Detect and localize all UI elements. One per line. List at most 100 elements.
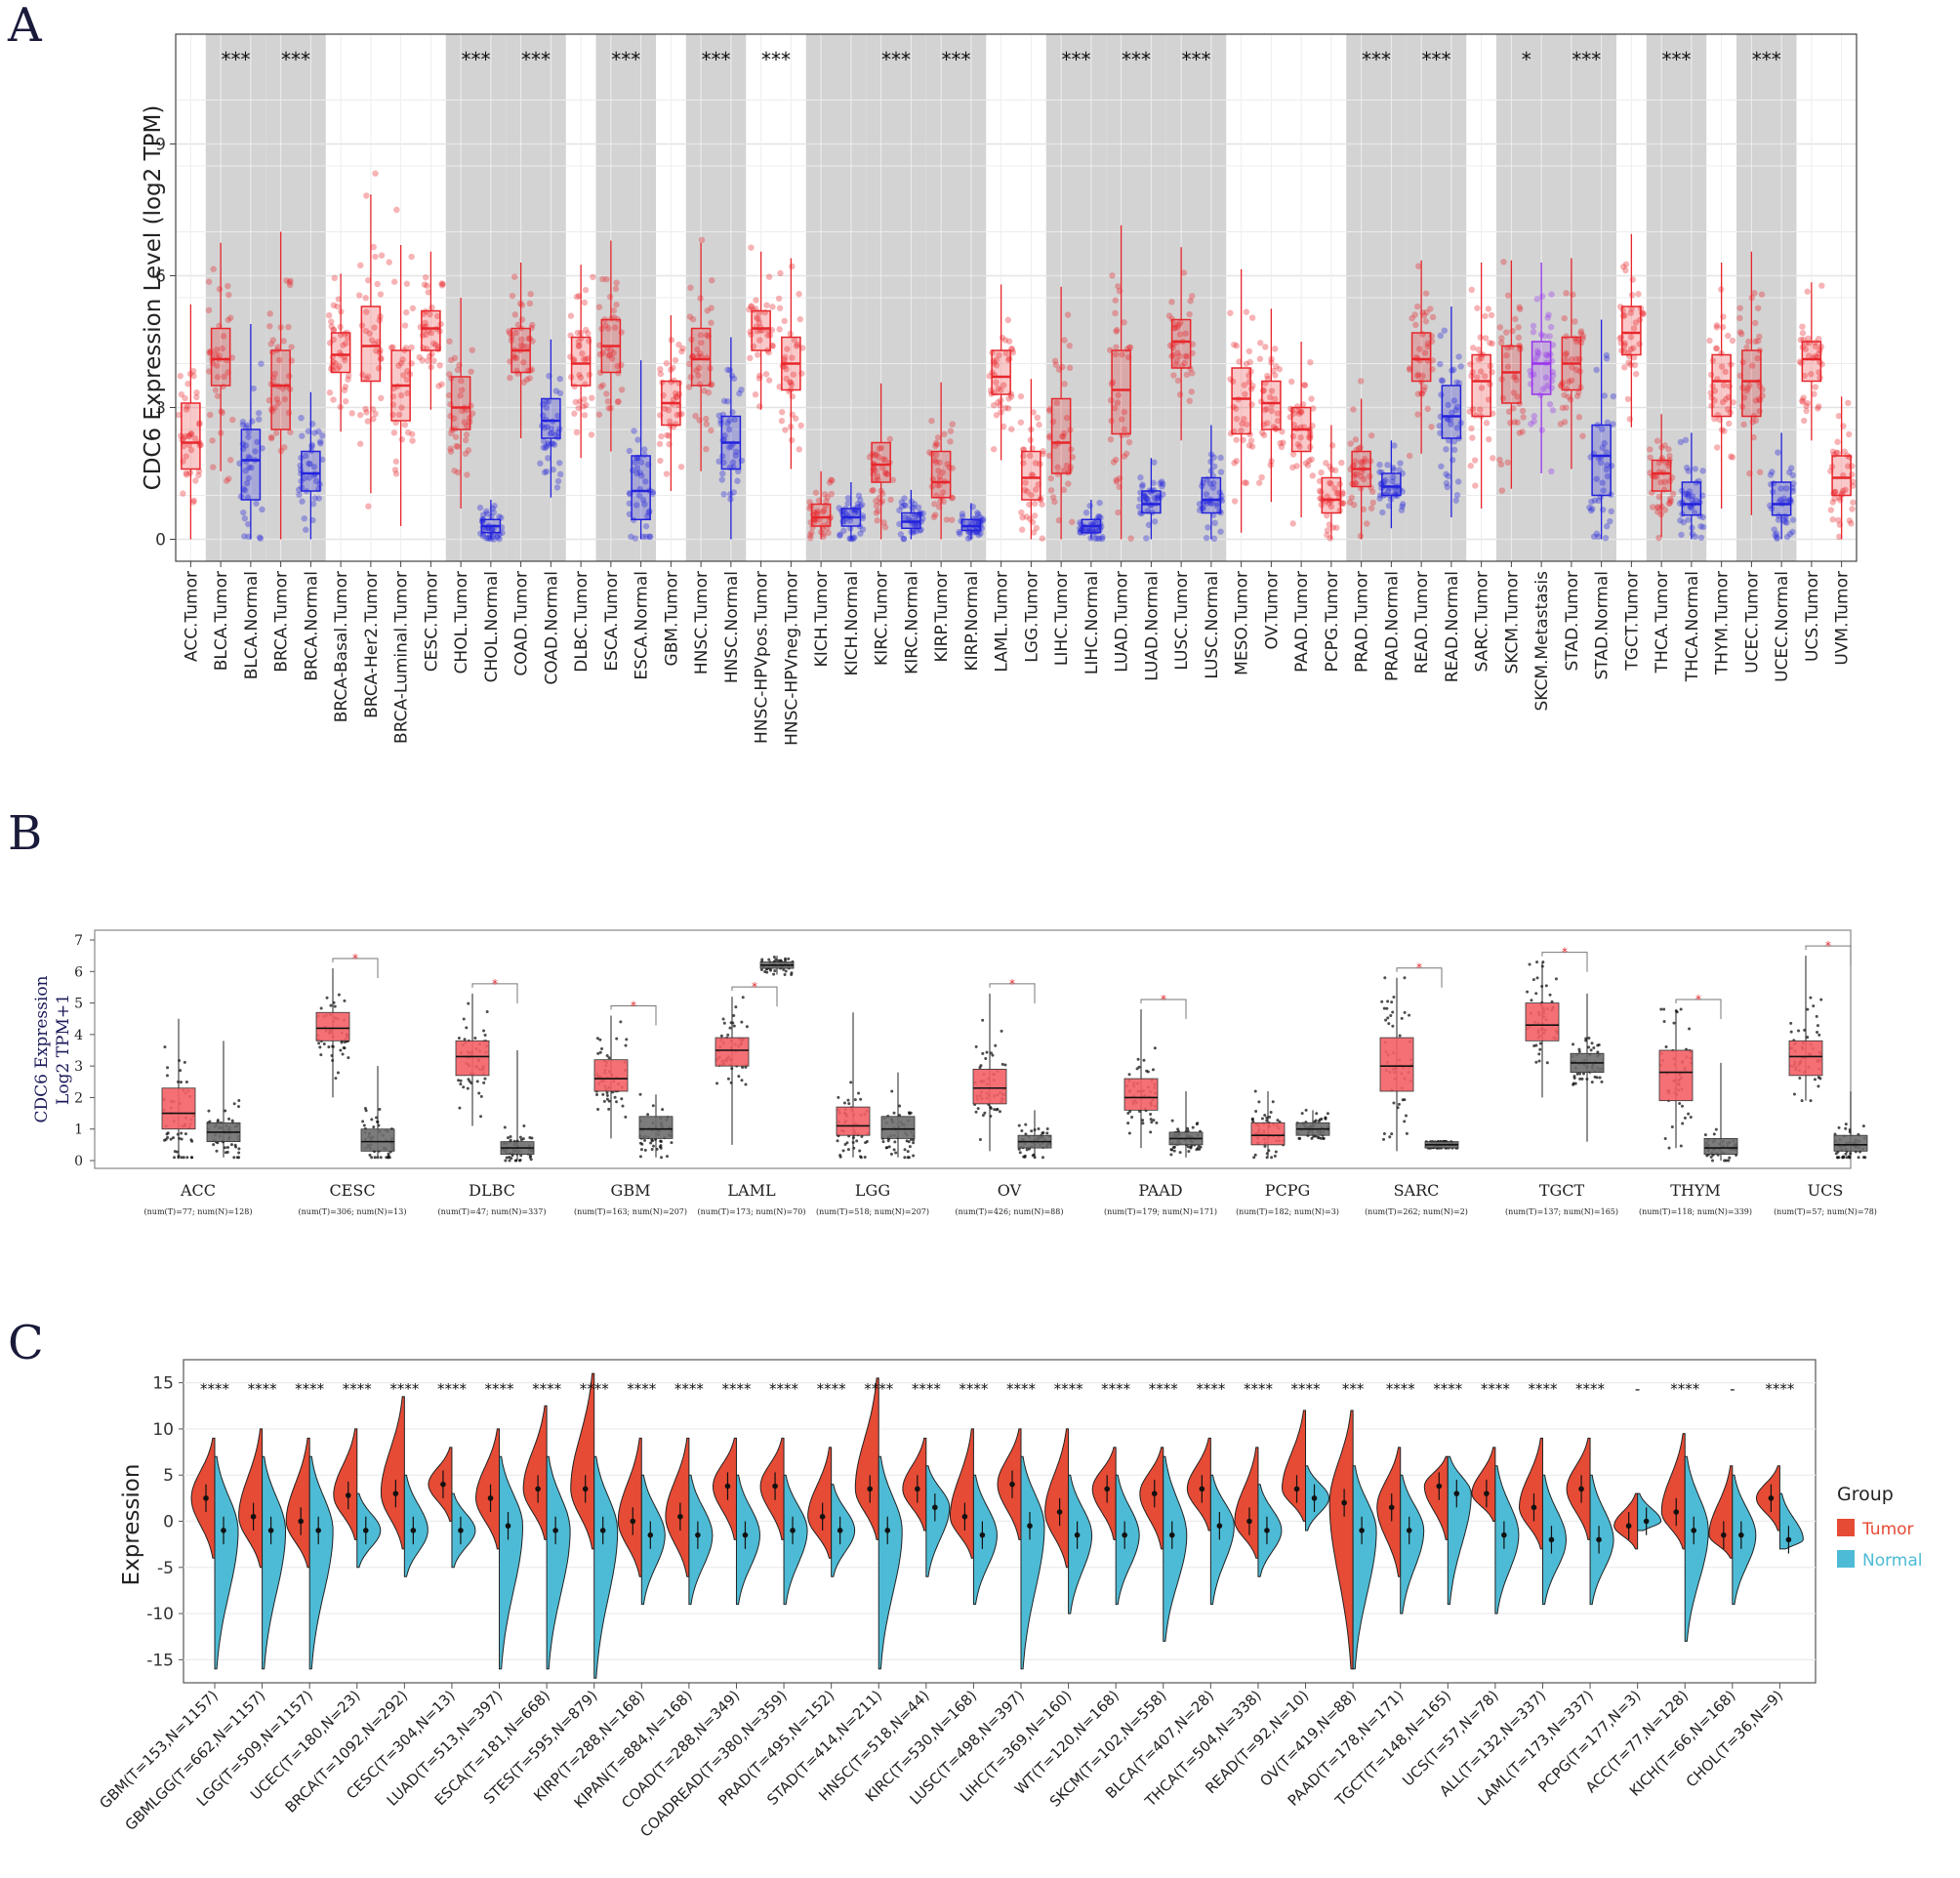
data-point [1183, 371, 1190, 379]
data-point [244, 422, 251, 429]
data-point [597, 384, 604, 390]
data-point [195, 471, 202, 479]
significance-label: *** [1122, 48, 1151, 71]
data-point [298, 414, 305, 422]
data-point [214, 374, 222, 381]
data-point [328, 323, 335, 330]
box [751, 309, 771, 351]
data-point [959, 510, 966, 517]
data-point [1789, 1030, 1793, 1034]
data-point [1818, 282, 1825, 289]
data-point [1324, 527, 1331, 534]
data-point [276, 356, 283, 364]
data-point [454, 443, 462, 450]
data-point [728, 372, 736, 380]
data-point [1248, 443, 1256, 450]
data-point [1545, 1061, 1549, 1065]
legend-title: Group [1837, 1484, 1894, 1505]
data-point [337, 993, 341, 997]
x-category-label: OV [998, 1181, 1022, 1200]
data-point [303, 452, 309, 460]
data-point [1141, 1122, 1145, 1125]
data-point [1520, 414, 1527, 421]
data-point [545, 439, 551, 446]
data-point [447, 445, 454, 452]
data-point [677, 464, 685, 470]
data-point [462, 436, 470, 444]
significance-star: * [752, 980, 757, 994]
chart-b: 0 1 2 3 4 5 6 7 CDC6 Expression Log2 TPM+1 ACC (num… [32, 929, 1877, 1216]
data-point [334, 365, 341, 373]
mean-point [1596, 1536, 1602, 1543]
significance-label: *** [1662, 48, 1692, 71]
data-point [1528, 962, 1531, 966]
data-point [1575, 414, 1583, 421]
data-point [641, 446, 648, 453]
data-point [1688, 1027, 1692, 1031]
x-category-label: COAD.Tumor [512, 571, 532, 676]
data-point [934, 434, 942, 441]
data-point [547, 430, 554, 437]
box [1321, 476, 1342, 514]
data-point [286, 279, 293, 286]
x-category-label: BLCA.Tumor [212, 571, 231, 671]
data-point [370, 1156, 374, 1160]
data-point [271, 404, 278, 411]
data-point [1382, 1137, 1386, 1141]
data-point [503, 1125, 507, 1129]
box [181, 402, 201, 470]
data-point [1405, 1131, 1409, 1135]
data-point [1017, 419, 1025, 426]
data-point [1713, 345, 1721, 352]
data-point [1127, 1073, 1131, 1077]
data-point [718, 476, 725, 483]
data-point [512, 329, 519, 337]
data-point [1178, 1151, 1182, 1155]
data-point [703, 445, 710, 453]
data-point [1483, 420, 1490, 427]
data-point [734, 477, 741, 484]
data-point [1603, 351, 1611, 359]
data-point [554, 412, 561, 420]
sample-size-label: (num(T)=306; num(N)=13) [299, 1207, 407, 1216]
data-point [540, 444, 548, 451]
significance-label: **** [295, 1380, 325, 1398]
data-point [1587, 507, 1595, 514]
data-point [477, 1091, 481, 1095]
data-point [327, 1045, 331, 1049]
data-point [911, 501, 919, 508]
data-point [605, 1093, 609, 1097]
data-point [317, 440, 324, 447]
data-point [1031, 1154, 1035, 1158]
data-point [687, 284, 694, 291]
data-point [219, 345, 225, 352]
data-point [267, 434, 275, 442]
data-point [1736, 314, 1743, 322]
data-point [1387, 1022, 1391, 1026]
data-point [1276, 1119, 1280, 1123]
data-point [646, 533, 653, 540]
data-point [1217, 469, 1225, 475]
data-point [255, 409, 263, 417]
data-point [1685, 516, 1692, 523]
data-point [1256, 355, 1264, 362]
data-point [399, 356, 406, 363]
data-point [1272, 346, 1279, 352]
data-point [659, 1140, 663, 1144]
data-point [180, 490, 186, 497]
data-point [1488, 311, 1495, 319]
box [871, 441, 891, 483]
data-point [762, 371, 770, 378]
mean-point [790, 1528, 796, 1533]
data-point [374, 280, 381, 288]
data-point [1487, 340, 1493, 347]
data-point [1262, 344, 1269, 350]
data-point [187, 430, 194, 437]
data-point [1519, 407, 1527, 415]
x-category-label: PCPG [1265, 1181, 1311, 1200]
data-point [283, 277, 290, 284]
data-point [183, 406, 190, 413]
data-point [1477, 334, 1484, 341]
data-point [1186, 310, 1193, 318]
data-point [1806, 1036, 1810, 1040]
